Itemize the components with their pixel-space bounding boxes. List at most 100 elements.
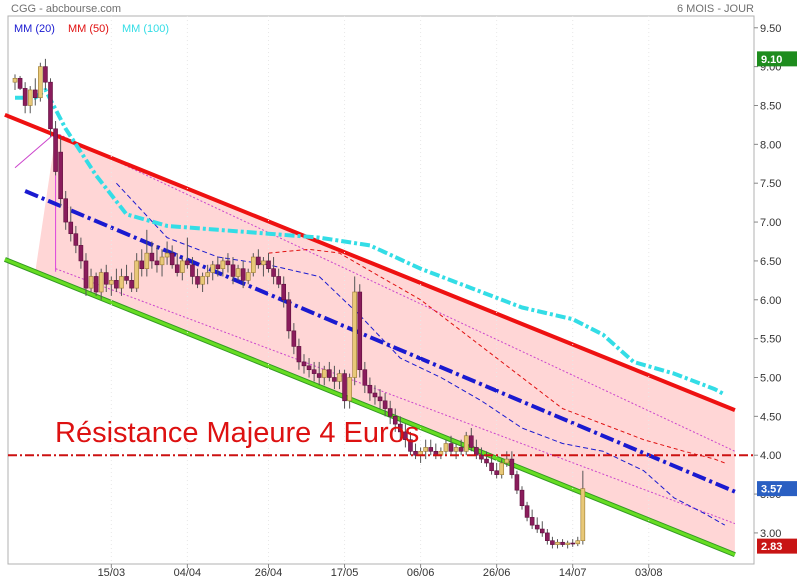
candle-body <box>291 330 297 347</box>
candle-body <box>103 272 109 285</box>
candle-body <box>43 66 48 83</box>
candle-body <box>550 540 555 545</box>
candle-body <box>98 272 104 293</box>
candle-body <box>545 532 550 541</box>
x-tick-label: 15/03 <box>98 567 126 579</box>
candle-body <box>154 260 160 266</box>
price-badge-label: 9.10 <box>761 54 782 66</box>
candle-body <box>17 77 23 89</box>
candle-body <box>53 128 58 172</box>
candle-body <box>73 233 79 246</box>
candle-body <box>519 489 525 507</box>
candle-body <box>357 291 363 371</box>
candle-body <box>12 77 18 83</box>
y-tick-label: 3.00 <box>760 528 781 540</box>
candle-body <box>235 268 241 277</box>
candle-body <box>580 488 586 541</box>
candle-body <box>443 443 449 452</box>
candle-body <box>474 447 479 456</box>
moving-average-line <box>15 87 726 397</box>
candle-body <box>190 264 195 277</box>
candle-body <box>458 447 464 452</box>
price-badges: 9.10 3.57 2.83 <box>757 51 797 554</box>
channel-upper-extension <box>14 132 56 169</box>
candle-body <box>48 81 53 130</box>
candle-body <box>499 462 505 475</box>
candle-body <box>362 369 368 386</box>
x-tick-label: 26/04 <box>255 567 283 579</box>
candle-body <box>509 458 515 475</box>
candle-body <box>215 264 221 269</box>
candle-body <box>286 299 292 332</box>
candle-body <box>327 369 332 378</box>
y-tick-label: 9.50 <box>760 23 781 35</box>
candle-body <box>534 524 540 530</box>
y-tick-label: 4.50 <box>760 411 781 423</box>
candle-body <box>180 260 185 273</box>
y-tick-label: 8.00 <box>760 139 781 151</box>
candle-body <box>164 252 170 258</box>
candle-body <box>408 439 413 452</box>
candle-body <box>200 276 205 285</box>
legend-item-mm50: MM (50) <box>68 23 109 35</box>
candle-body <box>398 423 403 433</box>
x-tick-label: 17/05 <box>331 567 359 579</box>
candle-body <box>63 198 69 223</box>
candle-body <box>479 454 484 460</box>
candle-body <box>88 276 94 289</box>
candle-body <box>347 377 352 402</box>
candle-body <box>428 447 434 452</box>
candle-body <box>276 276 281 285</box>
moving-average-line <box>268 248 725 464</box>
channel-inner-upper-line <box>55 132 736 452</box>
candle-body <box>367 384 373 394</box>
candle-body <box>403 431 408 440</box>
candle-body <box>524 505 530 518</box>
candle-body <box>301 361 307 367</box>
candle-body <box>144 252 150 269</box>
candle-body <box>245 272 251 281</box>
y-tick-label: 7.00 <box>760 217 781 229</box>
y-tick-label: 7.50 <box>760 178 781 190</box>
candle-body <box>134 260 139 289</box>
candle-body <box>129 280 134 289</box>
candle-body <box>570 542 576 545</box>
x-axis: 15/03 04/04 26/04 17/05 06/06 26/06 14/07 03/08 <box>98 564 663 579</box>
candle-body <box>555 541 560 545</box>
candle-body <box>195 276 200 285</box>
candle-body <box>489 462 494 472</box>
moving-average-line <box>116 182 726 526</box>
candle-body <box>22 88 28 106</box>
candle-body <box>139 260 145 269</box>
y-tick-label: 4.00 <box>760 450 781 462</box>
candle-body <box>387 408 393 417</box>
channel-inner-lower-line <box>55 268 736 525</box>
candle-body <box>266 260 271 269</box>
candle-body <box>463 435 469 452</box>
resistance-trendline <box>4 112 736 412</box>
candle-body <box>352 291 357 378</box>
candle-body <box>316 373 322 378</box>
y-tick-label: 5.50 <box>760 334 781 346</box>
trend-channel <box>3 112 736 558</box>
candle-body <box>413 451 418 456</box>
candle-body <box>210 264 216 273</box>
candle-body <box>119 276 124 289</box>
candle-body <box>468 435 474 448</box>
candle-body <box>539 528 545 534</box>
candle-body <box>453 447 459 452</box>
candle-body <box>342 373 347 402</box>
candle-body <box>68 221 74 235</box>
candle-body <box>281 283 287 301</box>
candle-body <box>565 542 570 545</box>
plot-frame <box>7 15 755 565</box>
candle-body <box>504 458 510 464</box>
x-tick-label: 04/04 <box>174 567 202 579</box>
x-tick-label: 06/06 <box>407 567 435 579</box>
candle-body <box>230 264 236 277</box>
candle-body <box>423 447 428 452</box>
support-trendline <box>4 258 736 557</box>
y-tick-label: 5.00 <box>760 372 781 384</box>
candle-body <box>225 260 231 266</box>
